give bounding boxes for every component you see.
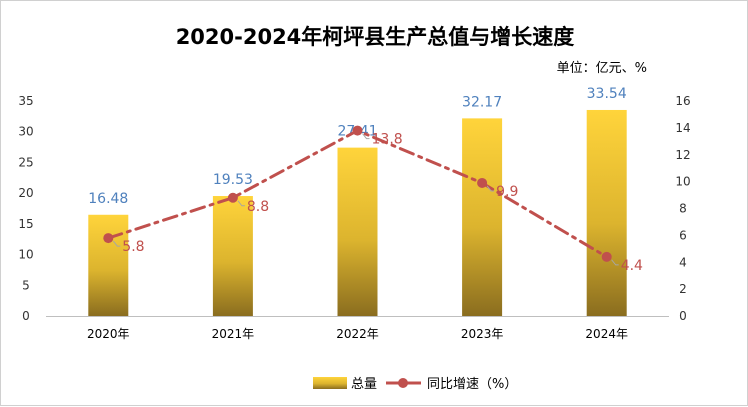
growth-rate-label: 4.4 — [621, 258, 643, 274]
growth-rate-point — [352, 125, 363, 136]
y-right-tick-label: 0 — [679, 309, 687, 323]
y-left-tick-label: 15 — [18, 217, 33, 231]
bar — [337, 147, 378, 316]
growth-rate-point — [227, 192, 238, 203]
y-left-tick-label: 0 — [22, 309, 30, 323]
legend-bar-label: 总量 — [351, 377, 377, 392]
bar — [212, 196, 253, 316]
y-right-tick-label: 6 — [679, 228, 687, 242]
x-category-label: 2022年 — [336, 327, 379, 341]
legend-bar-swatch — [313, 377, 347, 389]
bar-value-label: 16.48 — [88, 191, 128, 207]
growth-rate-point — [477, 177, 488, 188]
bar-value-label: 32.17 — [462, 94, 502, 110]
legend-line-label: 同比增速（%） — [427, 377, 517, 392]
rate-leader-line — [362, 133, 370, 140]
x-category-label: 2020年 — [87, 327, 130, 341]
rate-leader-line — [237, 200, 245, 207]
bar — [586, 109, 627, 317]
y-right-tick-label: 4 — [679, 255, 687, 269]
bar — [462, 118, 503, 317]
x-category-label: 2024年 — [585, 327, 628, 341]
y-left-tick-label: 25 — [18, 155, 33, 169]
growth-rate-point — [601, 251, 612, 262]
growth-rate-label: 5.8 — [122, 239, 144, 255]
y-left-tick-label: 35 — [18, 94, 33, 108]
bar-value-label: 19.53 — [213, 172, 253, 188]
growth-rate-label: 9.9 — [496, 184, 518, 200]
y-right-tick-label: 14 — [675, 121, 690, 135]
rate-leader-line — [486, 185, 495, 192]
y-left-tick-label: 20 — [18, 186, 33, 200]
y-left-tick-label: 10 — [18, 248, 33, 262]
y-right-tick-label: 12 — [675, 148, 690, 162]
y-right-tick-label: 10 — [675, 175, 690, 189]
y-right-tick-label: 2 — [679, 282, 687, 296]
x-category-label: 2023年 — [461, 327, 504, 341]
bar — [88, 214, 129, 316]
rate-leader-line — [611, 259, 619, 266]
y-left-tick-label: 30 — [18, 125, 33, 139]
growth-rate-label: 13.8 — [372, 132, 403, 148]
legend-line-marker — [398, 378, 408, 388]
y-right-tick-label: 16 — [675, 94, 690, 108]
rate-leader-line — [112, 240, 121, 247]
chart-title: 2020-2024年柯坪县生产总值与增长速度 — [175, 25, 575, 49]
growth-rate-point — [103, 233, 114, 244]
x-category-label: 2021年 — [212, 327, 255, 341]
unit-label: 单位：亿元、% — [556, 61, 647, 76]
y-right-tick-label: 8 — [679, 202, 687, 216]
growth-rate-label: 8.8 — [247, 199, 269, 215]
bar-value-label: 33.54 — [587, 86, 627, 102]
y-left-tick-label: 5 — [22, 278, 30, 292]
